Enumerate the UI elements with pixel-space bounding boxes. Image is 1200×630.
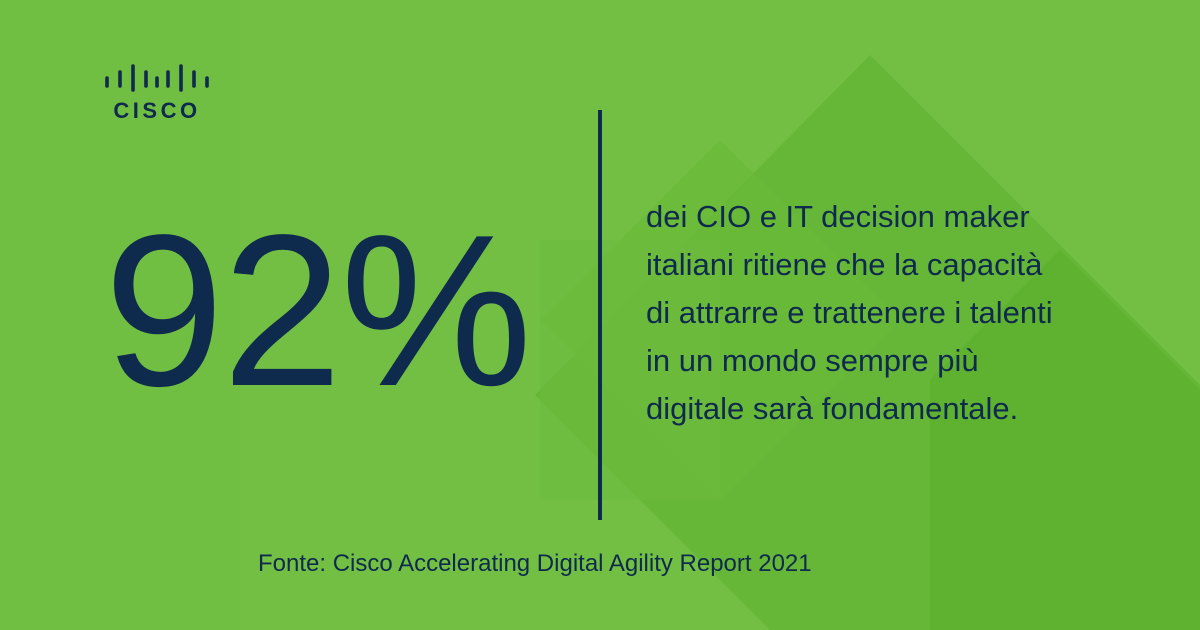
description-line: di attrarre e trattenere i talenti [646, 295, 1053, 330]
stat-description: dei CIO e IT decision maker italiani rit… [646, 193, 1176, 433]
background-square-left [0, 0, 240, 630]
description-line: italiani ritiene che la capacità [646, 247, 1043, 282]
stat-value: 92% [104, 189, 532, 431]
description-line: digitale sarà fondamentale. [646, 391, 1019, 426]
cisco-bridge-bars-icon [105, 64, 209, 92]
cisco-logo: CISCO [104, 64, 210, 124]
description-line: in un mondo sempre più [646, 343, 979, 378]
background-diamond-right [930, 250, 1200, 630]
cisco-wordmark: CISCO [113, 98, 201, 123]
description-line: dei CIO e IT decision maker [646, 199, 1030, 234]
source-citation: Fonte: Cisco Accelerating Digital Agilit… [258, 550, 812, 577]
vertical-divider [598, 110, 602, 520]
background-square-mid [540, 240, 720, 500]
